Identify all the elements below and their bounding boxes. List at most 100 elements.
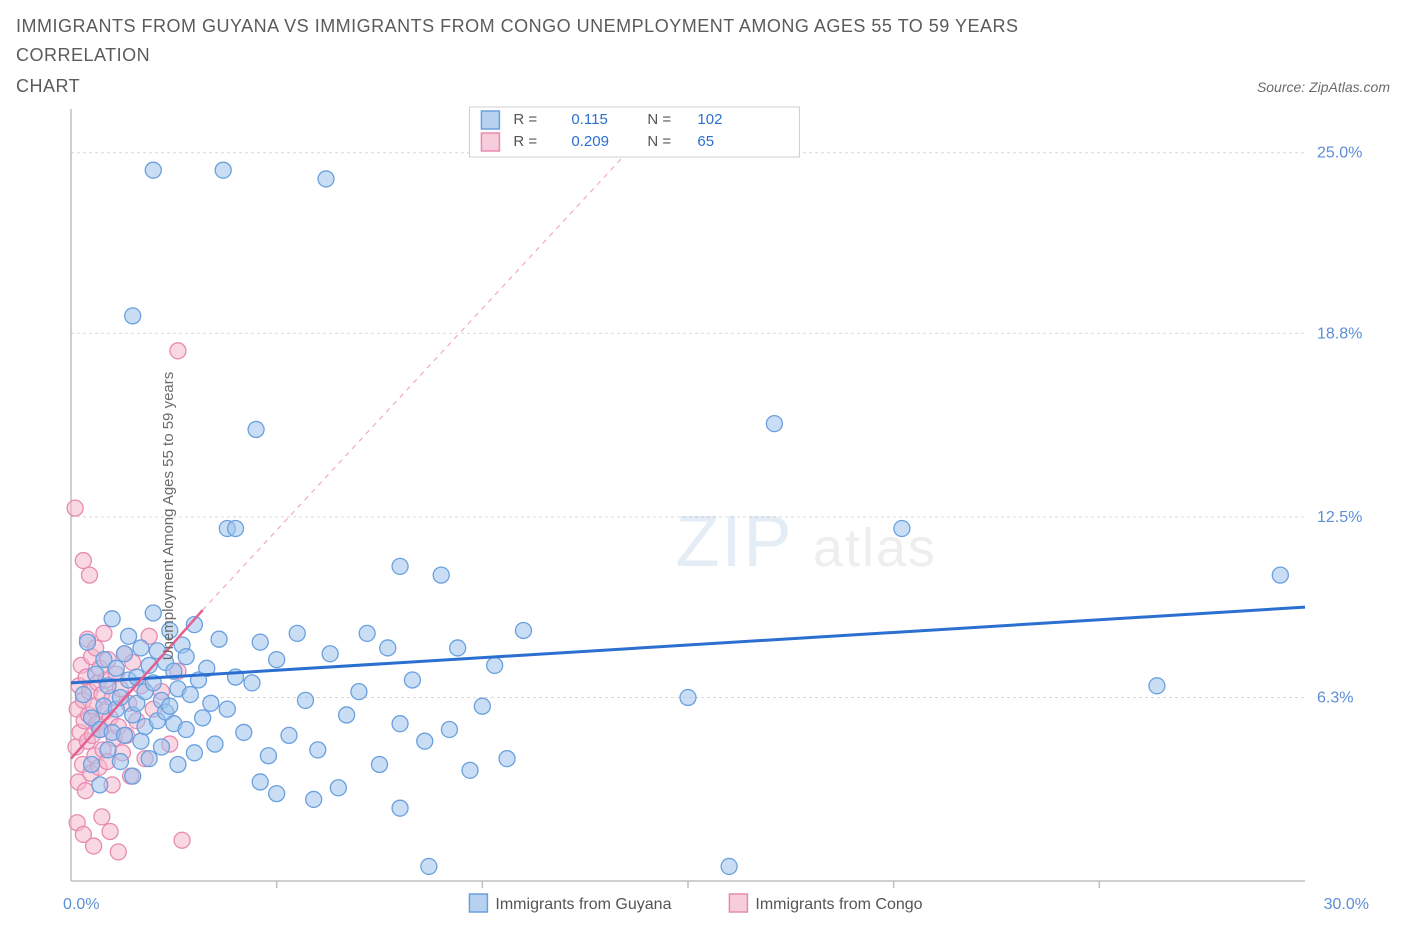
data-point-guyana (499, 750, 515, 766)
data-point-guyana (441, 721, 457, 737)
watermark: atlas (813, 517, 937, 577)
legend-r-value: 0.115 (571, 111, 607, 128)
data-point-guyana (125, 307, 141, 323)
data-point-guyana (228, 520, 244, 536)
data-point-guyana (433, 567, 449, 583)
scatter-chart: 6.3% 12.5% 18.8% 25.0% ZIP atlas R = 0.115 N = 10… (16, 101, 1390, 931)
watermark: ZIP (676, 501, 794, 581)
data-point-guyana (297, 692, 313, 708)
data-point-guyana (207, 736, 223, 752)
data-point-congo (102, 823, 118, 839)
subtitle-row: CHART Source: ZipAtlas.com (16, 76, 1390, 97)
data-point-guyana (215, 162, 231, 178)
data-point-guyana (133, 640, 149, 656)
chart-container: Unemployment Among Ages 55 to 59 years 6… (16, 101, 1390, 931)
legend-r-label: R = (513, 133, 537, 150)
legend-r-label: R = (513, 111, 537, 128)
y-axis-label: Unemployment Among Ages 55 to 59 years (160, 371, 177, 660)
data-point-guyana (145, 162, 161, 178)
data-point-guyana (462, 762, 478, 778)
data-point-guyana (1272, 567, 1288, 583)
data-point-guyana (116, 727, 132, 743)
data-point-guyana (244, 674, 260, 690)
data-point-guyana (680, 689, 696, 705)
data-point-guyana (79, 634, 95, 650)
data-point-guyana (392, 800, 408, 816)
y-tick-label: 25.0% (1317, 144, 1362, 161)
data-point-guyana (269, 651, 285, 667)
data-point-guyana (766, 415, 782, 431)
data-point-guyana (219, 701, 235, 717)
data-point-congo (86, 838, 102, 854)
data-point-guyana (162, 698, 178, 714)
data-point-guyana (322, 645, 338, 661)
data-point-guyana (421, 858, 437, 874)
y-tick-label: 6.3% (1317, 689, 1353, 706)
data-point-guyana (252, 774, 268, 790)
legend-swatch (469, 894, 487, 912)
legend-r-value: 0.209 (571, 133, 609, 150)
data-point-guyana (121, 628, 137, 644)
legend-swatch (481, 133, 499, 151)
legend-n-label: N = (647, 133, 671, 150)
data-point-guyana (474, 698, 490, 714)
data-point-congo (170, 342, 186, 358)
data-point-congo (82, 567, 98, 583)
data-point-congo (75, 552, 91, 568)
legend-label-congo: Immigrants from Congo (755, 896, 922, 913)
data-point-guyana (351, 683, 367, 699)
data-point-guyana (248, 421, 264, 437)
data-point-guyana (84, 756, 100, 772)
data-point-guyana (894, 520, 910, 536)
data-point-guyana (153, 739, 169, 755)
data-point-congo (94, 809, 110, 825)
legend-swatch (481, 111, 499, 129)
data-point-guyana (404, 672, 420, 688)
data-point-guyana (372, 756, 388, 772)
data-point-congo (67, 500, 83, 516)
data-point-guyana (487, 657, 503, 673)
data-point-guyana (75, 686, 91, 702)
data-point-guyana (281, 727, 297, 743)
x-max-label: 30.0% (1324, 896, 1369, 913)
data-point-guyana (252, 634, 268, 650)
data-point-guyana (392, 558, 408, 574)
data-point-guyana (133, 733, 149, 749)
y-tick-label: 12.5% (1317, 508, 1362, 525)
data-point-guyana (359, 625, 375, 641)
data-point-guyana (104, 610, 120, 626)
x-min-label: 0.0% (63, 896, 99, 913)
data-point-guyana (392, 715, 408, 731)
data-point-congo (77, 782, 93, 798)
y-tick-label: 18.8% (1317, 325, 1362, 342)
data-point-guyana (203, 695, 219, 711)
legend-n-value: 102 (697, 111, 722, 128)
data-point-guyana (186, 744, 202, 760)
data-point-guyana (318, 171, 334, 187)
legend-swatch (729, 894, 747, 912)
data-point-guyana (306, 791, 322, 807)
data-point-guyana (380, 640, 396, 656)
data-point-guyana (112, 753, 128, 769)
data-point-guyana (125, 768, 141, 784)
data-point-guyana (515, 622, 531, 638)
chart-subtitle: CHART (16, 76, 80, 97)
data-point-guyana (178, 721, 194, 737)
data-point-guyana (417, 733, 433, 749)
data-point-guyana (721, 858, 737, 874)
data-point-guyana (450, 640, 466, 656)
data-point-guyana (170, 756, 186, 772)
data-point-guyana (141, 750, 157, 766)
data-point-guyana (236, 724, 252, 740)
data-point-guyana (260, 747, 276, 763)
legend-label-guyana: Immigrants from Guyana (495, 896, 671, 913)
data-point-guyana (330, 779, 346, 795)
data-point-guyana (92, 776, 108, 792)
data-point-guyana (211, 631, 227, 647)
chart-title: IMMIGRANTS FROM GUYANA VS IMMIGRANTS FRO… (16, 12, 1116, 70)
data-point-congo (110, 843, 126, 859)
data-point-guyana (195, 709, 211, 725)
data-point-guyana (108, 660, 124, 676)
data-point-guyana (1149, 677, 1165, 693)
data-point-guyana (116, 645, 132, 661)
